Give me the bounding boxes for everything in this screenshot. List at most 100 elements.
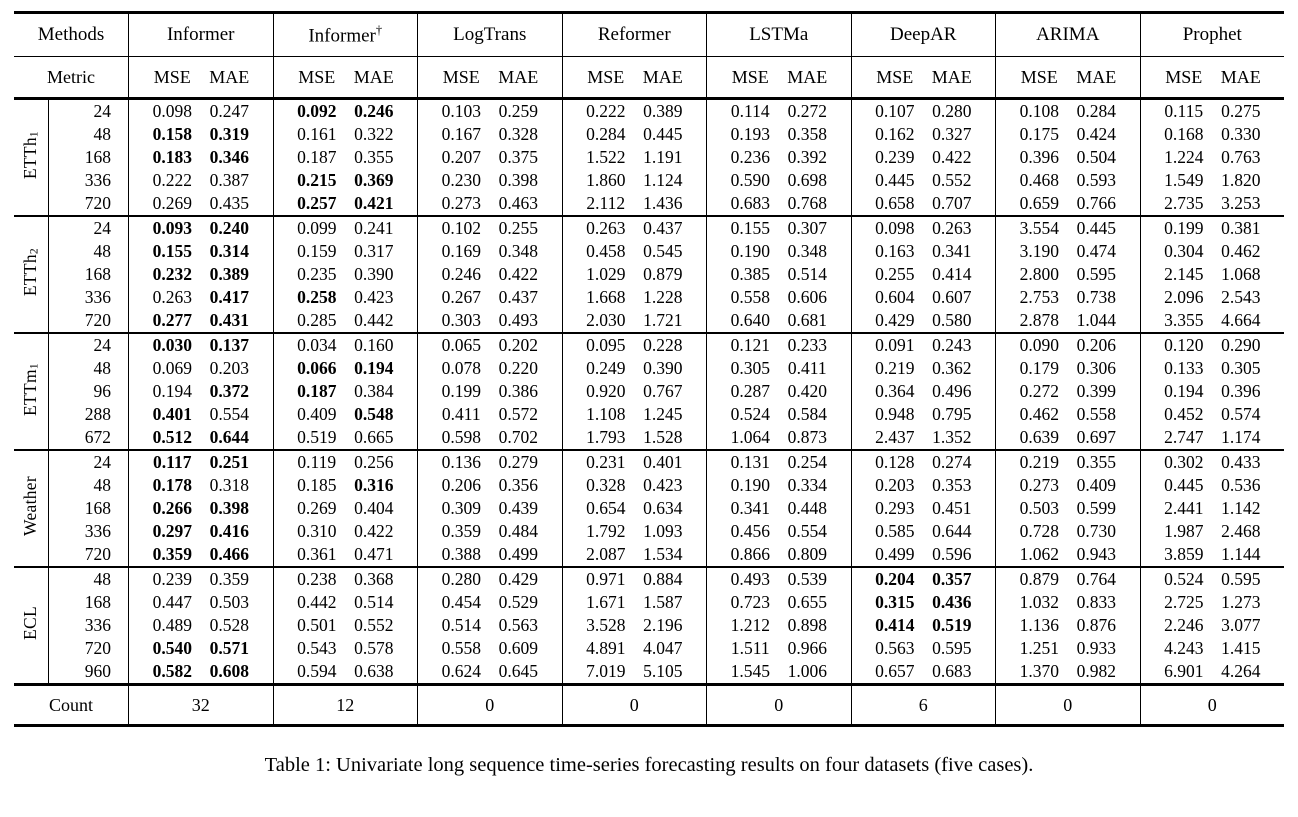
metric-pair-cell: 2.878 1.044 [995,309,1140,332]
method-column-header: ARIMA [995,11,1140,57]
metric-pair-cell: 0.284 0.445 [561,123,707,146]
mse-value: 2.441 [1164,497,1204,518]
dataset-subscript: 1 [28,131,41,138]
metric-pair-cell: 0.266 0.398 [128,497,273,520]
mae-value: 0.341 [932,240,972,261]
mae-value: 0.548 [354,403,394,424]
mae-header-label: MAE [1076,66,1117,87]
mse-value: 0.303 [441,309,481,330]
mae-value: 0.274 [932,451,972,472]
mse-value: 0.167 [441,123,481,144]
metric-pair-cell: 1.251 0.933 [995,637,1140,660]
mae-value: 0.416 [209,520,249,541]
mse-value: 0.257 [297,192,337,213]
mae-value: 0.316 [354,474,394,495]
mae-value: 0.644 [209,426,249,447]
mse-value: 0.128 [875,451,915,472]
mse-value: 0.361 [297,543,337,564]
mae-value: 0.243 [932,334,972,355]
mae-value: 0.599 [1076,497,1116,518]
metric-pair-cell: 0.462 0.558 [995,403,1140,426]
mae-value: 0.766 [1076,192,1116,213]
mae-value: 0.348 [787,240,827,261]
mae-value: 1.093 [643,520,683,541]
metric-pair-cell: 0.454 0.529 [417,591,562,614]
mae-value: 0.466 [209,543,249,564]
mae-value: 0.398 [209,497,249,518]
metric-pair-cell: 4.891 4.047 [561,637,707,660]
mse-value: 0.102 [441,217,481,238]
mae-value: 0.879 [643,263,683,284]
metric-pair-cell: 0.654 0.634 [561,497,707,520]
mse-header-label: MSE [587,66,625,87]
mae-value: 0.307 [787,217,827,238]
metric-pair-cell: 0.136 0.279 [417,449,562,474]
mse-value: 0.269 [297,497,337,518]
mae-value: 0.401 [643,451,683,472]
mae-value: 0.272 [787,100,827,121]
mse-value: 1.062 [1019,543,1059,564]
mae-value: 0.203 [209,357,249,378]
mae-value: 0.763 [1221,146,1261,167]
mae-value: 0.702 [498,426,538,447]
mse-header-label: MSE [876,66,914,87]
mae-value: 0.519 [932,614,972,635]
method-column-header: Informer† [272,11,417,57]
methods-corner-label: Methods [14,11,128,57]
metric-pair-cell: 0.119 0.256 [272,449,417,474]
metric-pair-cell: 1.522 1.191 [561,146,707,169]
mae-value: 4.664 [1221,309,1261,330]
dataset-label-text: ECL [20,606,41,641]
metric-pair-cell: 1.062 0.943 [995,543,1140,566]
metric-pair-cell: 0.879 0.764 [995,566,1140,591]
mse-value: 0.175 [1019,123,1059,144]
mae-value: 0.448 [787,497,827,518]
mse-value: 0.285 [297,309,337,330]
mse-value: 0.078 [441,357,481,378]
metric-pair-cell: 2.145 1.068 [1139,263,1285,286]
metric-pair-cell: 2.087 1.534 [561,543,707,566]
metric-pair-cell: 0.920 0.767 [561,380,707,403]
mse-value: 0.512 [152,426,192,447]
metric-pair-header: MSE MAE [995,57,1140,100]
mae-value: 0.389 [209,263,249,284]
mae-value: 0.421 [354,192,394,213]
mse-value: 0.121 [730,334,770,355]
mae-value: 0.398 [498,169,538,190]
mse-value: 0.297 [152,520,192,541]
mse-value: 0.499 [875,543,915,564]
mse-value: 0.095 [586,334,626,355]
mse-value: 0.452 [1164,403,1204,424]
metric-pair-cell: 1.108 1.245 [561,403,707,426]
metric-pair-cell: 0.120 0.290 [1139,332,1284,357]
metric-pair-cell: 0.185 0.316 [272,474,418,497]
mse-value: 0.658 [875,192,915,213]
metric-pair-cell: 2.800 0.595 [995,263,1140,286]
metric-pair-cell: 0.114 0.272 [706,100,851,123]
metric-pair-cell: 0.131 0.254 [706,449,851,474]
mse-value: 0.493 [730,568,770,589]
metric-pair-cell: 0.269 0.404 [272,497,418,520]
metric-pair-cell: 0.948 0.795 [850,403,996,426]
method-column-header: Informer [128,11,273,57]
mae-value: 1.191 [643,146,683,167]
dataset-subscript: 2 [28,248,41,255]
mae-value: 0.645 [498,660,538,681]
metric-pair-header: MSE MAE [850,57,995,100]
mse-header-label: MSE [1020,66,1058,87]
mse-value: 0.120 [1164,334,1204,355]
method-name-text: LSTMa [749,24,809,46]
metric-pair-cell: 0.359 0.466 [128,543,273,566]
mae-value: 0.431 [209,309,249,330]
mae-value: 0.698 [787,169,827,190]
mae-value: 0.368 [354,568,394,589]
metric-pair-cell: 0.429 0.580 [850,309,996,332]
horizon-value: 168 [48,146,128,169]
mae-value: 0.644 [932,520,972,541]
metric-pair-cell: 0.194 0.396 [1139,380,1285,403]
table-row: 48 0.178 0.318 0.185 0.316 0.206 0.356 0.328 0.4… [14,474,1284,497]
mae-value: 0.404 [354,497,394,518]
mae-value: 0.884 [643,568,683,589]
mae-value: 1.006 [787,660,827,681]
